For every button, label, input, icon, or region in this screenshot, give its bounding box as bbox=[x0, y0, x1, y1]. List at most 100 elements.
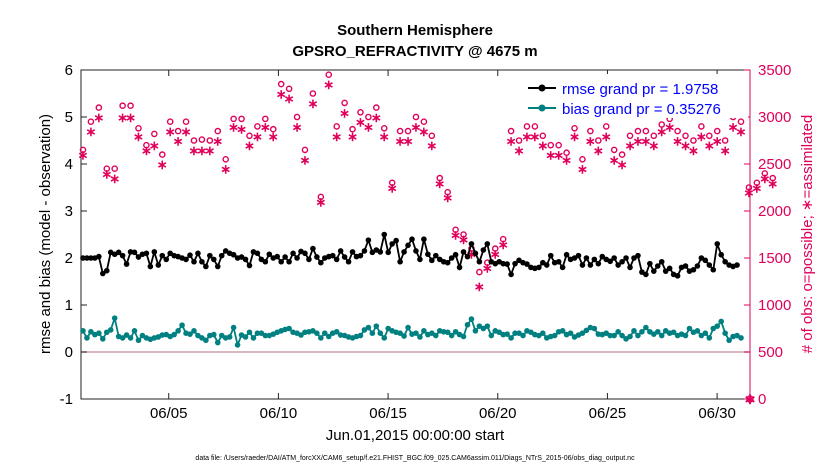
rmse-point bbox=[421, 236, 427, 242]
bias-point bbox=[718, 318, 724, 325]
obs-assimilated-marker: ∗ bbox=[537, 138, 548, 153]
obs-assimilated-marker: ∗ bbox=[736, 124, 747, 139]
rmse-point bbox=[429, 257, 435, 264]
bias-point bbox=[413, 330, 419, 337]
obs-possible-marker bbox=[428, 132, 436, 140]
obs-assimilated-marker: ∗ bbox=[300, 152, 311, 167]
obs-assimilated-marker: ∗ bbox=[78, 148, 89, 163]
rmse-point bbox=[722, 258, 728, 265]
rmse-point bbox=[623, 255, 629, 261]
rmse-point bbox=[230, 251, 237, 258]
y-left-tick-label: 5 bbox=[65, 109, 73, 126]
rmse-point bbox=[512, 260, 518, 267]
obs-assimilated-marker: ∗ bbox=[418, 124, 429, 139]
rmse-point bbox=[694, 263, 701, 269]
obs-possible-marker bbox=[642, 127, 650, 135]
bias-point bbox=[540, 330, 546, 337]
obs-possible-marker bbox=[198, 136, 206, 143]
obs-assimilated-marker: ∗ bbox=[339, 105, 350, 120]
obs-possible-marker bbox=[444, 188, 451, 196]
obs-possible-marker bbox=[79, 146, 87, 154]
obs-assimilated-marker: ∗ bbox=[93, 110, 104, 125]
obs-possible-marker bbox=[491, 245, 499, 252]
rmse-point bbox=[210, 256, 217, 263]
rmse-point bbox=[706, 262, 713, 268]
obs-possible-marker bbox=[531, 123, 539, 130]
obs-possible-marker bbox=[214, 127, 222, 135]
obs-possible-marker bbox=[674, 127, 681, 135]
bias-point bbox=[670, 329, 677, 336]
obs-assimilated-marker: ∗ bbox=[252, 129, 263, 144]
y-left-tick-label: 3 bbox=[65, 203, 73, 220]
obs-assimilated-marker: ∗ bbox=[720, 143, 731, 158]
y-left-tick-label: 4 bbox=[65, 156, 73, 173]
x-tick-label: 06/10 bbox=[260, 405, 298, 422]
obs-possible-marker bbox=[713, 127, 721, 135]
rmse-point bbox=[472, 250, 479, 257]
obs-assimilated-marker: ∗ bbox=[664, 119, 675, 134]
obs-possible-marker bbox=[634, 127, 642, 135]
rmse-point bbox=[413, 248, 419, 254]
bias-point bbox=[234, 342, 241, 348]
bias-point bbox=[230, 324, 237, 331]
rmse-point bbox=[460, 249, 467, 255]
obs-assimilated-marker: ∗ bbox=[204, 143, 215, 158]
obs-possible-marker bbox=[682, 132, 689, 140]
rmse-point bbox=[96, 253, 102, 260]
obs-possible-marker bbox=[127, 102, 134, 110]
obs-assimilated-marker: ∗ bbox=[680, 138, 691, 153]
y-right-tick-label: 1500 bbox=[758, 250, 791, 267]
rmse-point bbox=[409, 236, 415, 242]
rmse-point bbox=[155, 262, 162, 268]
bias-point bbox=[321, 330, 328, 337]
rmse-point bbox=[710, 266, 717, 273]
obs-assimilated-marker: ∗ bbox=[426, 138, 437, 153]
obs-assimilated-marker: ∗ bbox=[601, 129, 612, 144]
obs-possible-marker bbox=[87, 118, 95, 125]
obs-possible-marker bbox=[650, 132, 658, 140]
rmse-point bbox=[214, 263, 221, 270]
obs-assimilated-marker: ∗ bbox=[490, 246, 501, 261]
y-right-axis-label: # of obs: o=possible; ∗=assimilated bbox=[799, 115, 816, 354]
bias-point bbox=[551, 332, 558, 339]
bias-point bbox=[175, 328, 181, 334]
rmse-point bbox=[654, 263, 661, 269]
rmse-point bbox=[651, 268, 657, 274]
obs-assimilated-marker: ∗ bbox=[529, 129, 540, 144]
plot-area bbox=[80, 69, 751, 400]
obs-assimilated-marker: ∗ bbox=[307, 96, 318, 111]
rmse-point bbox=[417, 256, 423, 263]
rmse-point bbox=[246, 262, 253, 269]
bias-point bbox=[214, 339, 221, 346]
rmse-point bbox=[203, 263, 209, 270]
legend: rmse grand pr = 1.9758 bias grand pr = 0… bbox=[522, 74, 748, 118]
obs-possible-marker bbox=[420, 118, 428, 125]
obs-assimilated-marker: ∗ bbox=[569, 129, 580, 144]
obs-possible-marker bbox=[618, 151, 626, 158]
y-right-tick-label: 0 bbox=[758, 391, 766, 408]
rmse-point bbox=[389, 241, 395, 247]
rmse-point bbox=[254, 250, 261, 257]
rmse-point bbox=[734, 262, 740, 268]
obs-assimilated-marker: ∗ bbox=[363, 119, 374, 134]
legend-box bbox=[522, 74, 748, 118]
bias-point bbox=[210, 331, 217, 338]
rmse-point bbox=[365, 237, 372, 243]
obs-possible-marker bbox=[269, 125, 277, 133]
bias-point bbox=[96, 330, 102, 337]
obs-possible-marker bbox=[293, 113, 301, 121]
rmse-point bbox=[658, 258, 665, 265]
bias-point bbox=[615, 328, 621, 335]
obs-possible-marker bbox=[230, 115, 237, 123]
bias-point bbox=[381, 335, 388, 341]
rmse-point bbox=[666, 265, 673, 272]
obs-assimilated-marker: ∗ bbox=[434, 176, 445, 191]
bias-point bbox=[484, 323, 491, 329]
obs-possible-marker bbox=[119, 102, 126, 110]
obs-possible-marker bbox=[182, 118, 190, 125]
bias-point bbox=[432, 332, 439, 339]
bias-point bbox=[369, 330, 376, 337]
obs-possible-marker bbox=[151, 130, 158, 138]
rmse-point bbox=[377, 249, 384, 255]
